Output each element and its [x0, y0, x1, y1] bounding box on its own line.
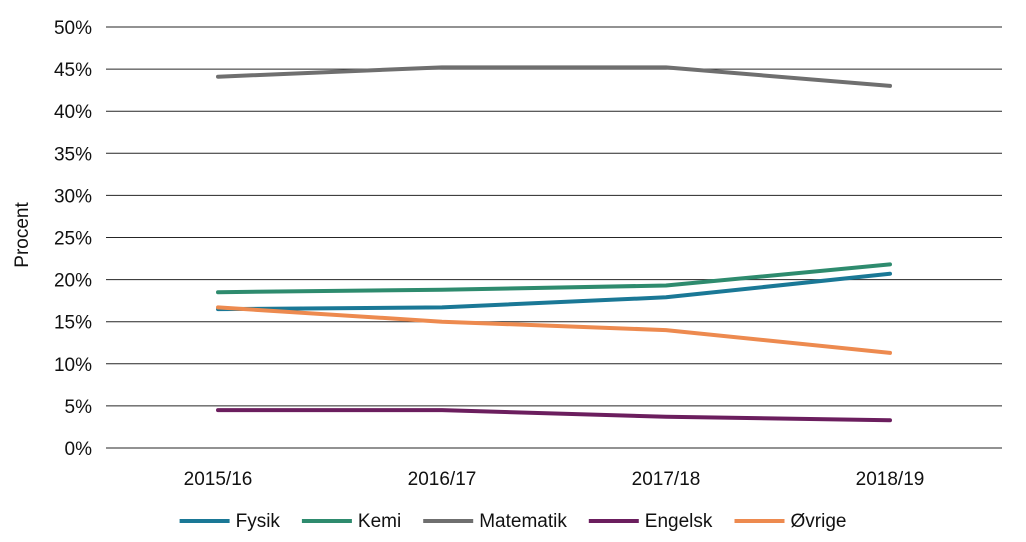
legend: Fysik Kemi Matematik Engelsk Øvrige [179, 511, 847, 532]
legend-item: Matematik [423, 511, 567, 532]
x-tick-label: 2015/16 [184, 469, 253, 490]
series-line-matematik [216, 65, 892, 88]
legend-label: Kemi [358, 511, 401, 532]
x-tick-label: 2018/19 [856, 469, 925, 490]
series-line-fysik [216, 271, 892, 312]
gridlines [106, 26, 1002, 449]
y-tick-label: 40% [54, 102, 92, 123]
legend-item: Fysik [179, 511, 281, 532]
x-tick-label: 2017/18 [632, 469, 701, 490]
x-tick-label: 2016/17 [408, 469, 477, 490]
y-tick-label: 5% [65, 397, 93, 418]
legend-item: Engelsk [588, 511, 713, 532]
y-tick-label: 25% [54, 229, 92, 250]
legend-label: Fysik [236, 511, 281, 532]
y-axis-ticks: 0% 5% 10% 15% 20% 25% 30% 35% 40% 45% 50% [54, 18, 92, 460]
legend-label: Matematik [479, 511, 567, 532]
y-tick-label: 50% [54, 18, 92, 39]
y-tick-label: 45% [54, 60, 92, 81]
y-tick-label: 10% [54, 355, 92, 376]
y-axis-label: Procent [12, 202, 33, 268]
legend-label: Øvrige [791, 511, 847, 532]
series-lines [216, 65, 892, 423]
legend-item: Kemi [301, 511, 401, 532]
series-line-engelsk [216, 408, 892, 423]
series-line-kemi [216, 262, 892, 295]
y-tick-label: 30% [54, 186, 92, 207]
legend-item: Øvrige [734, 511, 847, 532]
y-tick-label: 0% [65, 439, 93, 460]
y-tick-label: 35% [54, 144, 92, 165]
legend-label: Engelsk [645, 511, 713, 532]
y-tick-label: 20% [54, 271, 92, 292]
x-axis-ticks: 2015/16 2016/17 2017/18 2018/19 [184, 469, 925, 490]
y-tick-label: 15% [54, 313, 92, 334]
series-line-øvrige [216, 305, 892, 355]
